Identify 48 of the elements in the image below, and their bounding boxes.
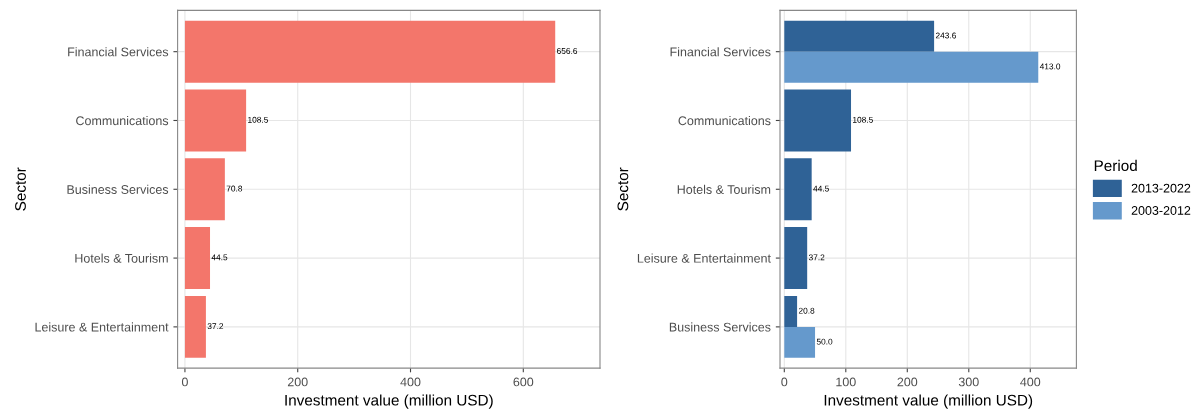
y-tick-label: Financial Services [68,47,169,57]
y-tick-label: Communications [76,115,169,126]
x-axis-title: Investment value (million USD) [285,394,493,409]
data-label: 37.2 [207,323,224,330]
y-axis-title: Sector [617,167,629,211]
bar [784,158,812,221]
y-tick-label: Hotels & Tourism [677,184,771,194]
bar [184,227,211,290]
y-tick-label: Hotels & Tourism [75,253,168,263]
data-label: 656.6 [557,48,578,54]
y-axis-title: Sector [15,167,26,211]
bar [184,89,247,152]
data-label: 108.5 [853,116,873,123]
bar [784,51,1039,83]
data-label: 44.5 [211,254,228,261]
data-label: 108.5 [248,116,269,123]
x-tick-label: 300 [958,377,979,387]
bar [784,326,816,358]
x-tick-label: 200 [897,377,918,387]
data-label: 70.8 [226,185,243,192]
legend-label: 2013-2022 [1131,183,1191,193]
bar [184,158,225,221]
bar [184,295,206,358]
legend-label: 2003-2012 [1131,206,1191,215]
x-tick-label: 0 [181,377,188,387]
bar [784,89,852,152]
y-tick-label: Business Services [669,322,771,332]
data-label: 50.0 [816,338,833,345]
bar [184,20,556,83]
x-tick-label: 0 [781,377,788,387]
x-tick-label: 100 [836,377,856,387]
data-label: 413.0 [1039,63,1061,70]
y-tick-label: Leisure & Entertainment [637,253,771,263]
x-tick-label: 200 [287,377,308,387]
data-label: 37.2 [808,254,825,261]
y-tick-label: Communications [678,115,771,126]
y-tick-label: Financial Services [670,47,771,57]
data-label: 243.6 [935,32,956,39]
y-tick-label: Business Services [67,184,169,194]
x-tick-label: 400 [400,377,421,387]
bar [784,227,808,290]
x-axis-title: Investment value (million USD) [824,394,1033,409]
data-label: 20.8 [798,307,815,314]
data-label: 44.5 [813,185,829,192]
x-tick-label: 600 [513,377,534,387]
legend-title: Period [1094,159,1137,172]
x-tick-label: 400 [1020,377,1041,387]
y-tick-label: Leisure & Entertainment [35,322,169,332]
